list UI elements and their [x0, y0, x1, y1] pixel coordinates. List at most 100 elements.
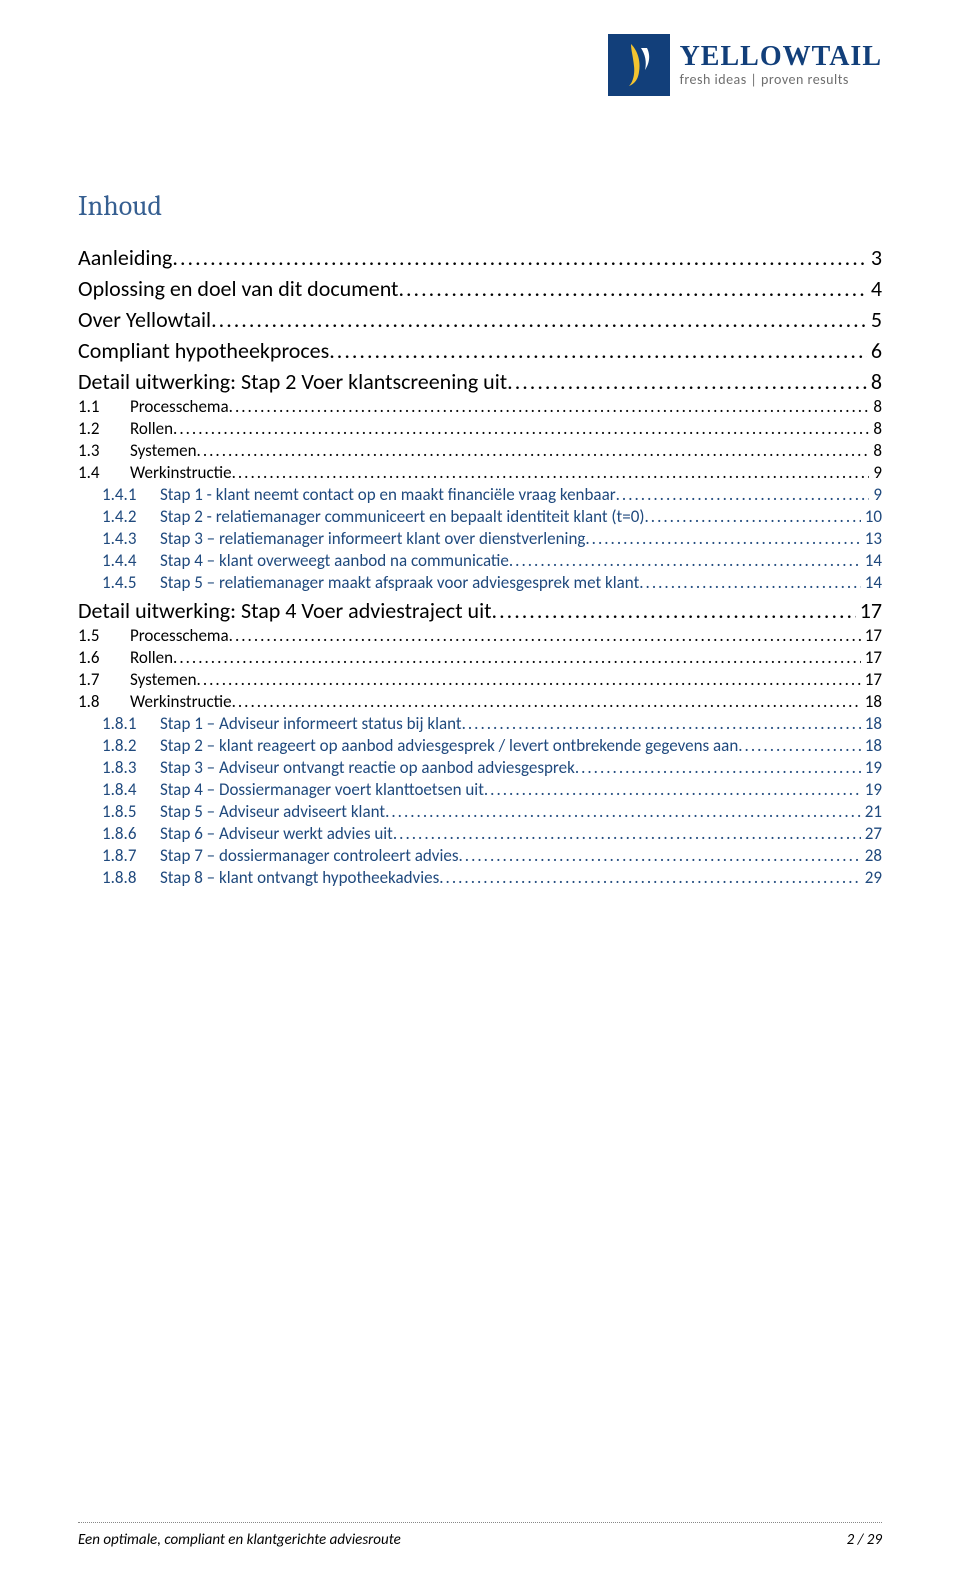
- toc-entry[interactable]: Compliant hypotheekproces6: [78, 337, 882, 364]
- toc-entry-number: 1.7: [78, 669, 130, 690]
- footer-left: Een optimale, compliant en klantgerichte…: [78, 1531, 401, 1549]
- toc-entry-label: Rollen: [130, 418, 173, 439]
- toc-entry-label: Over Yellowtail: [78, 306, 211, 333]
- toc-entry[interactable]: 1.8.4Stap 4 – Dossiermanager voert klant…: [78, 779, 882, 800]
- toc-entry[interactable]: 1.1Processchema8: [78, 396, 882, 417]
- toc-leader-dots: [509, 550, 861, 571]
- toc-entry[interactable]: Oplossing en doel van dit document4: [78, 275, 882, 302]
- toc-entry-page: 21: [861, 801, 882, 822]
- toc-entry-label: Processchema: [130, 625, 229, 646]
- toc-entry-page: 27: [861, 823, 882, 844]
- toc-leader-dots: [197, 669, 861, 690]
- toc-entry-number: 1.8: [78, 691, 130, 712]
- toc-entry[interactable]: 1.4Werkinstructie 9: [78, 462, 882, 483]
- toc-entry-number: 1.8.2: [102, 735, 160, 756]
- toc-entry[interactable]: 1.8Werkinstructie18: [78, 691, 882, 712]
- toc-entry-label: Stap 3 – relatiemanager informeert klant…: [160, 528, 585, 549]
- toc-entry-page: 6: [867, 337, 882, 364]
- toc-entry-label: Aanleiding: [78, 244, 172, 271]
- brand-text: YELLOWTAIL fresh ideas | proven results: [680, 43, 882, 87]
- brand-tagline: fresh ideas | proven results: [680, 73, 882, 87]
- toc-entry-number: 1.8.7: [102, 845, 160, 866]
- toc-entry-label: Stap 8 – klant ontvangt hypotheekadvies: [160, 867, 439, 888]
- footer-right: 2 / 29: [847, 1531, 882, 1549]
- toc-entry-number: 1.6: [78, 647, 130, 668]
- toc-entry-number: 1.8.1: [102, 713, 160, 734]
- toc-entry-label: Stap 1 - klant neemt contact op en maakt…: [160, 484, 616, 505]
- toc-entry-page: 17: [861, 669, 882, 690]
- toc-entry-label: Stap 1 – Adviseur informeert status bij …: [160, 713, 462, 734]
- toc-entry-page: 8: [869, 396, 882, 417]
- toc-entry[interactable]: Aanleiding 3: [78, 244, 882, 271]
- toc-entry-page: 3: [867, 244, 882, 271]
- page-footer: Een optimale, compliant en klantgerichte…: [78, 1531, 882, 1549]
- toc-entry-number: 1.5: [78, 625, 130, 646]
- toc-leader-dots: [385, 801, 861, 822]
- toc-leader-dots: [393, 823, 861, 844]
- toc-entry-number: 1.4: [78, 462, 130, 483]
- page-title: Inhoud: [78, 190, 882, 222]
- toc-entry[interactable]: 1.4.3Stap 3 – relatiemanager informeert …: [78, 528, 882, 549]
- toc-entry-number: 1.4.2: [102, 506, 160, 527]
- toc-entry[interactable]: 1.4.5Stap 5 – relatiemanager maakt afspr…: [78, 572, 882, 593]
- toc-entry[interactable]: Over Yellowtail5: [78, 306, 882, 333]
- toc-entry-page: 10: [861, 506, 882, 527]
- toc-entry[interactable]: 1.8.8Stap 8 – klant ontvangt hypotheekad…: [78, 867, 882, 888]
- toc-entry[interactable]: 1.8.1Stap 1 – Adviseur informeert status…: [78, 713, 882, 734]
- toc-entry-page: 18: [861, 713, 882, 734]
- toc-leader-dots: [172, 244, 866, 271]
- toc-entry-number: 1.4.1: [102, 484, 160, 505]
- toc-entry[interactable]: 1.2Rollen8: [78, 418, 882, 439]
- toc-entry[interactable]: 1.4.4Stap 4 – klant overweegt aanbod na …: [78, 550, 882, 571]
- toc-entry-number: 1.4.4: [102, 550, 160, 571]
- toc-entry[interactable]: 1.8.5Stap 5 – Adviseur adviseert klant 21: [78, 801, 882, 822]
- toc-entry-page: 14: [861, 572, 882, 593]
- toc-entry-page: 18: [861, 691, 882, 712]
- toc-entry-number: 1.8.8: [102, 867, 160, 888]
- toc-leader-dots: [616, 484, 870, 505]
- toc-entry-page: 18: [861, 735, 882, 756]
- toc-leader-dots: [211, 306, 867, 333]
- toc-content: Inhoud Aanleiding 3 Oplossing en doel van …: [78, 40, 882, 888]
- toc-entry[interactable]: Detail uitwerking: Stap 2 Voer klantscre…: [78, 368, 882, 395]
- toc-leader-dots: [459, 845, 861, 866]
- toc-entry-label: Stap 5 – relatiemanager maakt afspraak v…: [160, 572, 639, 593]
- toc-entry[interactable]: 1.8.6Stap 6 – Adviseur werkt advies uit2…: [78, 823, 882, 844]
- toc-entry-number: 1.3: [78, 440, 130, 461]
- toc-entry-page: 8: [869, 440, 882, 461]
- toc-entry-page: 19: [861, 757, 882, 778]
- toc-entry-number: 1.4.5: [102, 572, 160, 593]
- toc-entry-label: Oplossing en doel van dit document: [78, 275, 398, 302]
- toc-entry[interactable]: 1.7Systemen17: [78, 669, 882, 690]
- toc-entry[interactable]: 1.5Processchema17: [78, 625, 882, 646]
- brand-logo-area: YELLOWTAIL fresh ideas | proven results: [608, 34, 882, 96]
- toc-entry-label: Systemen: [130, 440, 197, 461]
- toc-leader-dots: [585, 528, 860, 549]
- footer-divider: [78, 1522, 882, 1523]
- toc-entry[interactable]: 1.4.1Stap 1 - klant neemt contact op en …: [78, 484, 882, 505]
- brand-name: YELLOWTAIL: [680, 43, 882, 71]
- toc-entry-number: 1.1: [78, 396, 130, 417]
- toc-entry-page: 19: [861, 779, 882, 800]
- toc-entry[interactable]: 1.6Rollen17: [78, 647, 882, 668]
- toc-entry[interactable]: 1.3Systemen 8: [78, 440, 882, 461]
- toc-entry-label: Stap 2 – klant reageert op aanbod advies…: [160, 735, 738, 756]
- toc-entry[interactable]: 1.8.7Stap 7 – dossiermanager controleert…: [78, 845, 882, 866]
- toc-leader-dots: [639, 572, 861, 593]
- toc-entry[interactable]: 1.8.3Stap 3 – Adviseur ontvangt reactie …: [78, 757, 882, 778]
- toc-leader-dots: [738, 735, 861, 756]
- toc-entry-label: Stap 6 – Adviseur werkt advies uit: [160, 823, 393, 844]
- toc-entry-number: 1.8.5: [102, 801, 160, 822]
- toc-entry[interactable]: 1.8.2Stap 2 – klant reageert op aanbod a…: [78, 735, 882, 756]
- toc-entry-page: 9: [869, 462, 882, 483]
- yellowtail-glyph-icon: [619, 42, 659, 88]
- toc-leader-dots: [462, 713, 861, 734]
- toc-leader-dots: [197, 440, 870, 461]
- toc-entry-number: 1.2: [78, 418, 130, 439]
- toc-entry-page: 9: [869, 484, 882, 505]
- toc-entry[interactable]: Detail uitwerking: Stap 4 Voer adviestra…: [78, 597, 882, 624]
- toc-entry[interactable]: 1.4.2Stap 2 - relatiemanager communiceer…: [78, 506, 882, 527]
- toc-entry-label: Werkinstructie: [130, 462, 232, 483]
- toc-leader-dots: [575, 757, 861, 778]
- toc-entry-label: Stap 5 – Adviseur adviseert klant: [160, 801, 385, 822]
